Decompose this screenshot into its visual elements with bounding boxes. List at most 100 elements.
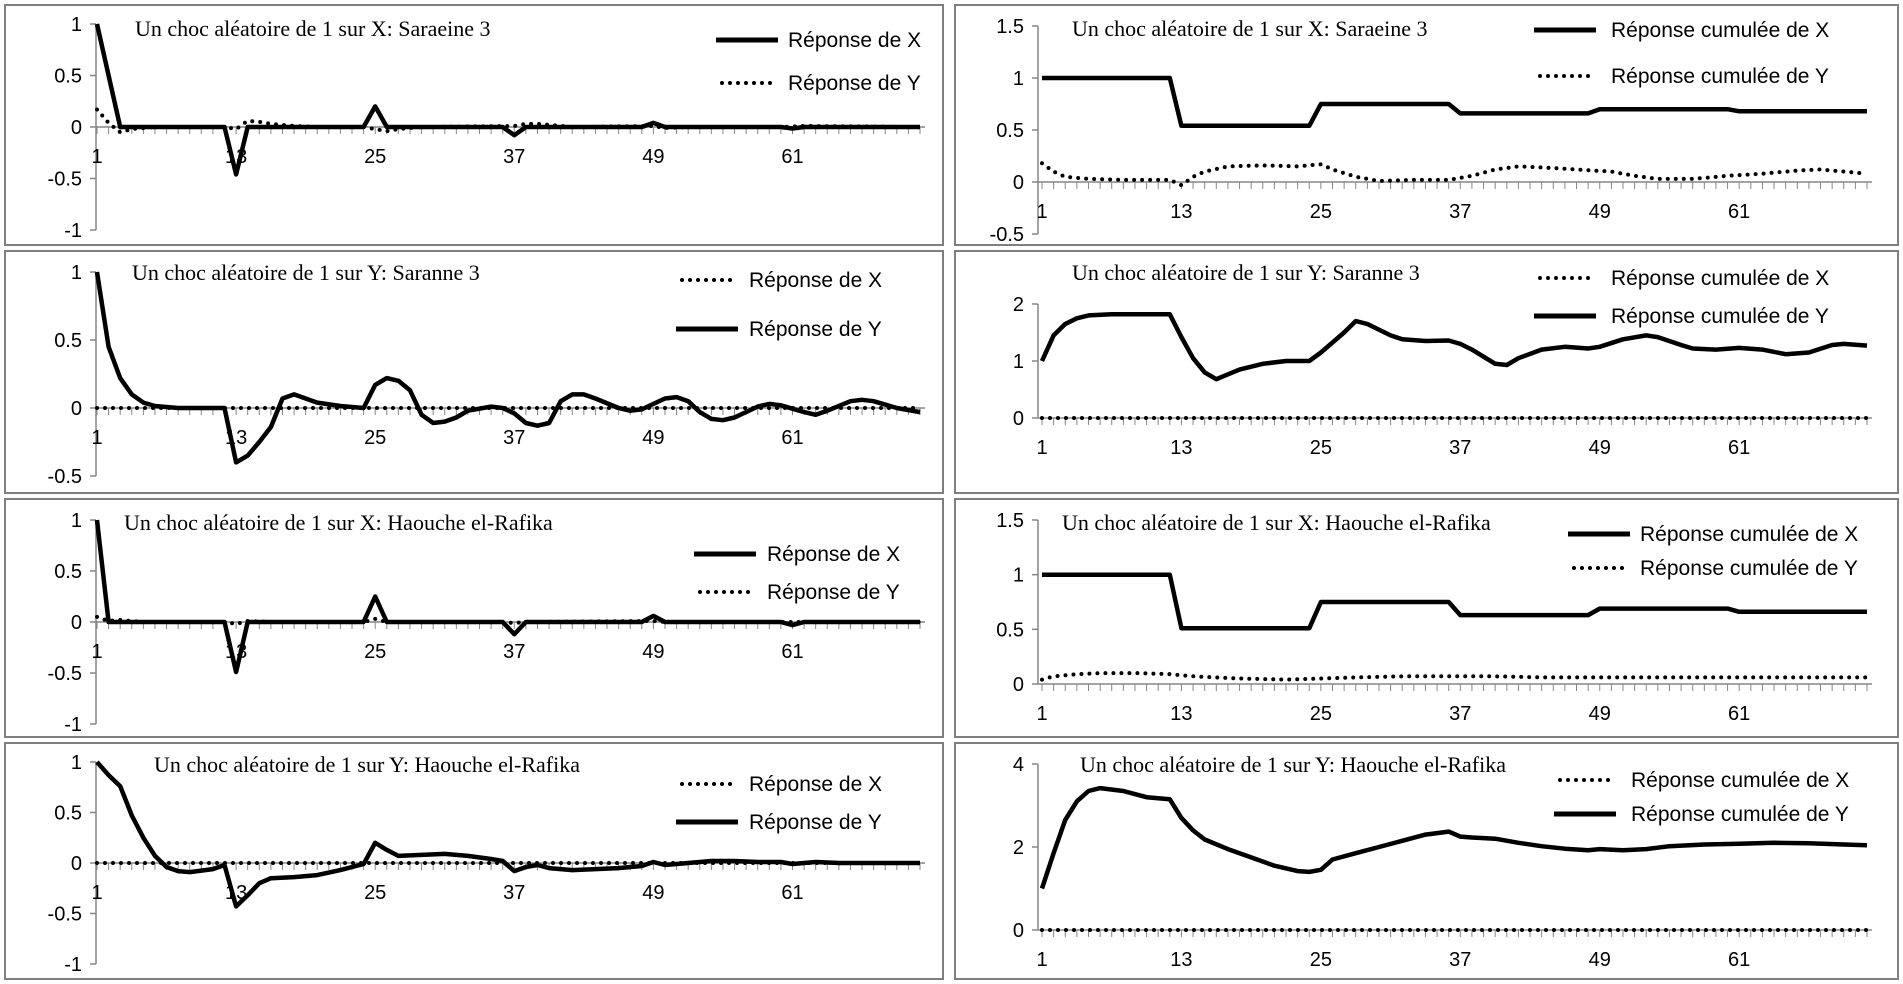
chart-title: Un choc aléatoire de 1 sur X: Saraeine 3 bbox=[135, 16, 491, 41]
x-tick-label: 25 bbox=[1310, 703, 1332, 725]
legend-label-2: Réponse de Y bbox=[749, 811, 882, 834]
chart-border bbox=[954, 742, 1899, 980]
y-tick-label: 1 bbox=[1013, 565, 1024, 587]
y-tick-label: 1.5 bbox=[996, 510, 1024, 532]
chart-border bbox=[954, 498, 1899, 738]
chart-panel-c21: 1 0.5 0 -0.5 1 13 25 37 49 61 Un choc aléatoire de… bbox=[4, 250, 944, 494]
series-line-2 bbox=[94, 271, 921, 465]
x-tick-label: 37 bbox=[1449, 201, 1471, 223]
x-tick-label: 61 bbox=[1728, 703, 1750, 725]
legend-label-1: Réponse cumulée de X bbox=[1611, 19, 1829, 42]
legend-label-1: Réponse de X bbox=[749, 773, 882, 796]
x-tick-label: 1 bbox=[1036, 437, 1047, 459]
y-tick-label: 2 bbox=[1013, 837, 1024, 859]
legend-label-2: Réponse cumulée de Y bbox=[1611, 305, 1829, 328]
chart-title: Un choc aléatoire de 1 sur Y: Saranne 3 bbox=[1072, 260, 1420, 285]
x-tick-label: 37 bbox=[1449, 437, 1471, 459]
y-tick-label: -0.5 bbox=[48, 169, 82, 191]
series-line-2 bbox=[1039, 785, 1868, 890]
y-tick-label: 0 bbox=[1013, 408, 1024, 430]
chart-border bbox=[4, 498, 944, 738]
x-tick-label: 1 bbox=[91, 146, 102, 168]
x-tick-label: 37 bbox=[503, 146, 525, 168]
x-tick-label: 61 bbox=[1728, 201, 1750, 223]
x-tick-label: 49 bbox=[1589, 201, 1611, 223]
y-tick-label: -1 bbox=[64, 220, 82, 242]
x-tick-label: 1 bbox=[91, 427, 102, 449]
chart-border bbox=[954, 250, 1899, 494]
x-tick-label: 37 bbox=[503, 641, 525, 663]
chart-panel-c12: 1.5 1 0.5 0 -0.5 1 13 25 37 49 61 Un choc aléatoire… bbox=[954, 4, 1899, 246]
x-tick-label: 37 bbox=[503, 427, 525, 449]
y-tick-label: 2 bbox=[1013, 294, 1024, 316]
series-line-2 bbox=[95, 107, 922, 135]
x-tick-label: 61 bbox=[781, 146, 803, 168]
legend-label-2: Réponse de Y bbox=[788, 72, 921, 95]
y-tick-label: 1 bbox=[71, 262, 82, 284]
x-tick-label: 49 bbox=[642, 427, 664, 449]
x-tick-label: 37 bbox=[503, 882, 525, 904]
y-tick-label: 0 bbox=[71, 398, 82, 420]
x-tick-label: 61 bbox=[1728, 949, 1750, 971]
y-tick-label: 1 bbox=[71, 752, 82, 774]
y-tick-label: 1 bbox=[1013, 351, 1024, 373]
chart-panel-c22: 2 1 0 1 13 25 37 49 61 Un choc aléatoire de 1 sur… bbox=[954, 250, 1899, 494]
y-tick-label: 0.5 bbox=[54, 330, 82, 352]
x-tick-label: 25 bbox=[364, 146, 386, 168]
x-tick-label: 1 bbox=[91, 641, 102, 663]
series-line-1 bbox=[1042, 75, 1867, 129]
chart-title: Un choc aléatoire de 1 sur Y: Haouche el… bbox=[1080, 752, 1506, 777]
y-tick-label: -0.5 bbox=[48, 904, 82, 926]
x-tick-label: 1 bbox=[1036, 949, 1047, 971]
legend-label-1: Réponse cumulée de X bbox=[1611, 267, 1829, 290]
y-tick-label: 0.5 bbox=[996, 120, 1024, 142]
series-line-1 bbox=[94, 23, 920, 177]
y-tick-label: -1 bbox=[64, 714, 82, 736]
y-tick-label: -0.5 bbox=[990, 224, 1024, 246]
x-tick-label: 25 bbox=[364, 641, 386, 663]
series-line-1 bbox=[1042, 572, 1867, 631]
x-tick-label: 25 bbox=[1310, 949, 1332, 971]
x-tick-label: 61 bbox=[781, 641, 803, 663]
y-tick-label: -0.5 bbox=[48, 466, 82, 488]
x-tick-label: 25 bbox=[364, 427, 386, 449]
chart-title: Un choc aléatoire de 1 sur X: Haouche el… bbox=[124, 510, 553, 535]
chart-svg: 4 2 01 13 25 37 49 61 Un choc aléatoire de 1 sur… bbox=[954, 742, 1899, 980]
chart-title: Un choc aléatoire de 1 sur X: Saraeine 3 bbox=[1072, 16, 1428, 41]
y-tick-label: 1 bbox=[71, 510, 82, 532]
legend-label-2: Réponse de Y bbox=[767, 581, 900, 604]
y-tick-label: 0 bbox=[71, 117, 82, 139]
x-tick-label: 61 bbox=[781, 882, 803, 904]
legend-label-2: Réponse cumulée de Y bbox=[1631, 803, 1849, 826]
chart-svg: 1.5 1 0.5 0 -0.5 1 13 25 37 49 61 Un choc aléatoire… bbox=[954, 4, 1899, 246]
chart-panel-c11: 1 0.5 0 -0.5 -1 1 13 25 37 49 61 Un choc aléatoire … bbox=[4, 4, 944, 246]
legend-label-1: Réponse cumulée de X bbox=[1640, 523, 1858, 546]
x-tick-label: 61 bbox=[1728, 437, 1750, 459]
chart-panel-c41: 1 0.5 0 -0.5 -1 1 13 25 37 49 61 Un choc aléatoire … bbox=[4, 742, 944, 980]
y-tick-label: 0.5 bbox=[54, 66, 82, 88]
y-tick-label: 0.5 bbox=[54, 561, 82, 583]
legend-label-1: Réponse de X bbox=[788, 29, 921, 52]
x-tick-label: 25 bbox=[364, 882, 386, 904]
y-tick-label: 0 bbox=[1013, 920, 1024, 942]
x-tick-label: 25 bbox=[1310, 437, 1332, 459]
chart-title: Un choc aléatoire de 1 sur Y: Saranne 3 bbox=[132, 260, 480, 285]
x-tick-label: 25 bbox=[1310, 201, 1332, 223]
series-line-2 bbox=[95, 614, 922, 626]
y-tick-label: 1 bbox=[71, 14, 82, 36]
chart-title: Un choc aléatoire de 1 sur Y: Haouche el… bbox=[154, 752, 580, 777]
x-tick-label: 37 bbox=[1449, 703, 1471, 725]
chart-panel-c32: 1.5 1 0.5 0 1 13 25 37 49 61 Un choc aléatoire de … bbox=[954, 498, 1899, 738]
legend-label-1: Réponse de X bbox=[749, 269, 882, 292]
y-tick-label: -1 bbox=[64, 954, 82, 976]
y-tick-label: 0 bbox=[71, 612, 82, 634]
y-tick-label: 1.5 bbox=[996, 16, 1024, 38]
series-line-2 bbox=[1039, 312, 1868, 382]
x-tick-label: 13 bbox=[1170, 201, 1192, 223]
x-tick-label: 61 bbox=[781, 427, 803, 449]
chart-panel-c31: 1 0.5 0 -0.5 -1 1 13 25 37 49 61 Un choc aléatoire … bbox=[4, 498, 944, 738]
